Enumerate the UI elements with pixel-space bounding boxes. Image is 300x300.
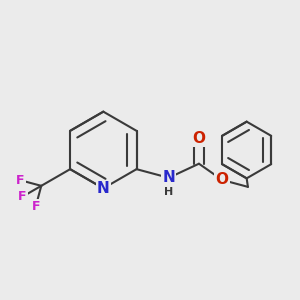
- Text: F: F: [16, 174, 25, 187]
- Text: O: O: [192, 131, 206, 146]
- Text: O: O: [216, 172, 229, 188]
- Text: H: H: [164, 187, 173, 197]
- Text: F: F: [32, 200, 40, 213]
- Text: F: F: [18, 190, 27, 203]
- Text: N: N: [162, 170, 175, 185]
- Text: N: N: [97, 181, 110, 196]
